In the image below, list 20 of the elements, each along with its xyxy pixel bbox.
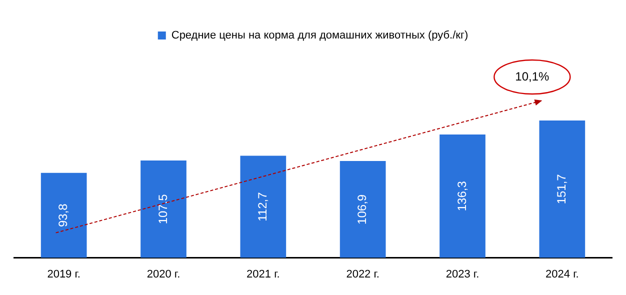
data-label: 112,7 bbox=[255, 192, 270, 222]
bar bbox=[340, 161, 386, 258]
data-label: 151,7 bbox=[554, 174, 568, 204]
bar bbox=[440, 134, 486, 258]
x-tick-label: 2023 г. bbox=[446, 268, 480, 280]
x-tick-label: 2019 г. bbox=[47, 268, 80, 280]
x-tick-label: 2020 г. bbox=[146, 268, 180, 280]
x-tick-label: 2022 г. bbox=[346, 268, 380, 280]
data-label: 106,9 bbox=[355, 194, 370, 224]
bar bbox=[539, 120, 586, 258]
legend-label: Средние цены на корма для домашних животных (руб./кг) bbox=[171, 30, 468, 42]
bar bbox=[140, 160, 186, 258]
text: 10,1% bbox=[515, 69, 550, 84]
data-label: 136,3 bbox=[454, 180, 469, 212]
bar bbox=[240, 156, 286, 258]
x-tick-label: 2024 г. bbox=[546, 268, 579, 280]
x-tick-label: 2021 г. bbox=[246, 268, 280, 280]
data-label: 93,8 bbox=[56, 203, 70, 228]
bar bbox=[40, 172, 87, 258]
data-label: 107,5 bbox=[156, 194, 170, 224]
